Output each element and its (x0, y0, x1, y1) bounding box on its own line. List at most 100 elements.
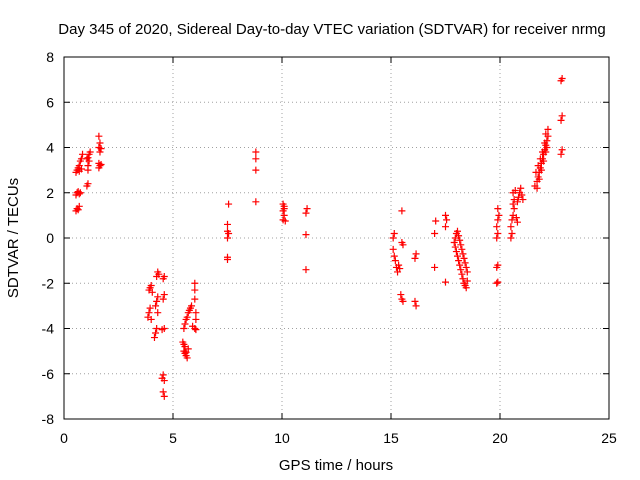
data-point (517, 184, 525, 192)
data-point (147, 282, 155, 290)
data-point (84, 180, 92, 188)
x-tick-label: 15 (383, 430, 399, 446)
data-point (432, 217, 440, 225)
data-point (396, 265, 404, 273)
data-point (252, 155, 260, 163)
data-point (79, 150, 87, 158)
data-point (145, 309, 153, 317)
data-point (455, 257, 463, 265)
data-point (96, 148, 104, 156)
data-point (95, 132, 103, 140)
data-point (542, 130, 550, 138)
data-point (224, 227, 231, 235)
y-tick-label: -2 (42, 275, 55, 291)
data-point (153, 297, 161, 305)
data-point (191, 325, 199, 332)
chart-title: Day 345 of 2020, Sidereal Day-to-day VTE… (58, 21, 605, 38)
data-point (411, 254, 419, 262)
data-point (155, 270, 163, 278)
data-point (507, 223, 515, 231)
data-point (224, 220, 231, 228)
data-point (533, 184, 541, 192)
data-point (463, 277, 471, 285)
data-point (431, 263, 439, 271)
data-point (160, 272, 168, 280)
data-point (462, 284, 470, 292)
data-point (159, 295, 167, 303)
data-point (442, 223, 449, 231)
data-point (180, 325, 188, 332)
data-point (390, 229, 398, 237)
data-point (398, 207, 406, 215)
data-point (391, 257, 399, 265)
data-point (76, 189, 84, 197)
data-point (557, 116, 565, 124)
data-point (457, 266, 465, 274)
data-point (188, 302, 196, 310)
data-point (152, 302, 160, 310)
data-point (84, 162, 92, 170)
data-point (508, 229, 516, 237)
data-point (536, 155, 544, 163)
data-point (302, 209, 310, 217)
data-point (390, 252, 398, 260)
data-point (455, 232, 463, 240)
data-point (154, 309, 162, 317)
data-point (495, 211, 503, 219)
data-point (457, 241, 465, 249)
data-point (456, 236, 464, 244)
data-point (558, 74, 566, 82)
data-point (511, 186, 519, 194)
data-point (544, 125, 552, 133)
data-point (146, 304, 154, 312)
data-point (443, 216, 451, 224)
y-tick-label: 2 (46, 185, 54, 201)
data-point (411, 297, 419, 305)
y-tick-label: -8 (42, 411, 55, 427)
data-point (519, 196, 527, 204)
data-point (83, 155, 91, 163)
data-point (412, 302, 420, 310)
x-tick-label: 20 (492, 430, 508, 446)
data-point (494, 261, 502, 269)
data-point (389, 234, 397, 242)
x-axis-label: GPS time / hours (279, 457, 393, 474)
data-point (442, 278, 449, 286)
data-point (450, 239, 458, 247)
data-point (558, 146, 566, 154)
data-point (192, 315, 200, 323)
data-point (153, 325, 161, 332)
data-point (191, 286, 199, 294)
data-point (494, 278, 502, 286)
data-point (97, 160, 105, 168)
y-tick-label: 6 (46, 94, 54, 110)
data-point (493, 279, 501, 287)
x-tick-label: 0 (60, 430, 68, 446)
data-point (160, 325, 168, 332)
data-point (160, 392, 168, 400)
data-point (225, 200, 233, 208)
data-point (97, 145, 105, 153)
data-point (535, 175, 543, 183)
data-point (513, 218, 521, 226)
data-point (183, 313, 191, 321)
data-point (494, 229, 502, 237)
data-point (160, 291, 168, 299)
data-point (224, 253, 231, 261)
axis-ticks: 0 5 10 15 20 25 -8 -6 -4 -2 0 2 4 6 8 (42, 49, 617, 446)
data-point (539, 148, 547, 156)
data-point (452, 248, 460, 256)
y-axis-label: SDTVAR / TECUs (5, 178, 22, 298)
data-point (462, 263, 470, 271)
data-point (459, 275, 467, 283)
data-point (75, 190, 83, 198)
data-point (147, 315, 155, 323)
data-point (399, 297, 407, 305)
data-point (493, 223, 501, 231)
data-point (459, 250, 467, 258)
data-point (518, 191, 526, 199)
data-point (302, 266, 310, 274)
data-point (191, 279, 199, 287)
data-point (280, 202, 288, 210)
